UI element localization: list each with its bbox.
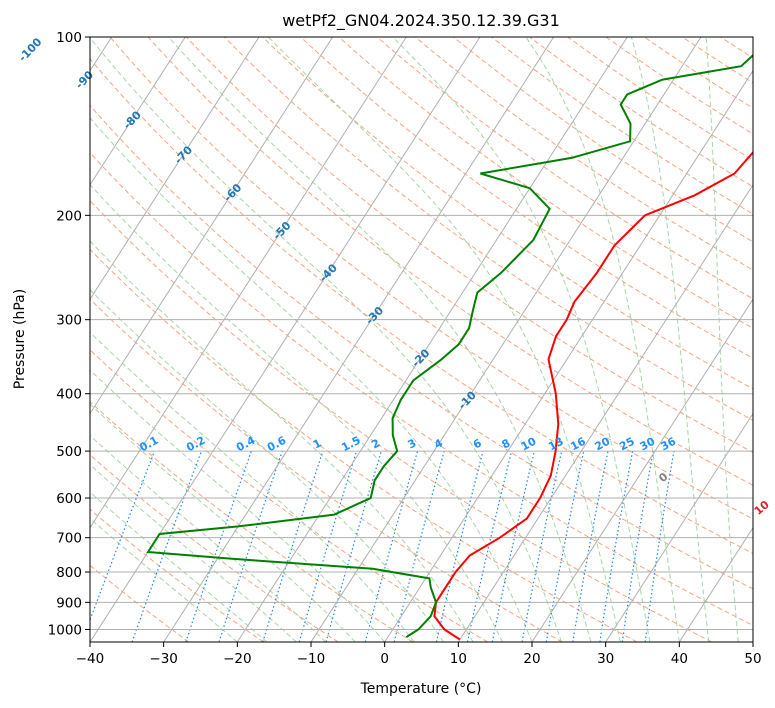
mixing-ratio-label: 10	[519, 435, 539, 454]
isotherm-line	[310, 37, 702, 642]
x-tick-label: 40	[671, 651, 688, 667]
dewpoint-profile-line	[146, 53, 753, 638]
grid-lines	[90, 37, 753, 642]
mixing-ratio-line	[435, 450, 484, 642]
mixing-ratio-line	[90, 450, 156, 622]
x-axis-label: Temperature (°C)	[360, 681, 482, 697]
moist-adiabat-line	[90, 369, 386, 642]
dry-adiabat-line	[376, 37, 753, 300]
x-tick-label: 10	[450, 651, 467, 667]
dry-adiabat-line	[90, 298, 563, 642]
isotherm-line	[531, 298, 753, 642]
chart-title: wetPf2_GN04.2024.350.12.39.G31	[282, 11, 560, 31]
dry-adiabat-line	[300, 37, 753, 359]
mixing-ratio-label: 13	[546, 435, 566, 454]
isotherm-label: -100	[16, 35, 45, 64]
mixing-ratio-line	[218, 450, 283, 642]
y-tick-label: 600	[56, 491, 82, 507]
mixing-ratio-line	[262, 450, 324, 642]
y-tick-label: 1000	[48, 622, 82, 638]
x-tick-label: 20	[523, 651, 540, 667]
mixing-ratio-label: 25	[617, 435, 637, 454]
y-tick-label: 900	[56, 595, 82, 611]
y-tick-label: 500	[56, 444, 82, 460]
mixing-ratio-line	[298, 450, 358, 642]
temperature-profile-line	[433, 150, 753, 641]
moist-adiabat-line	[168, 37, 592, 642]
x-tick-label: 0	[380, 651, 389, 667]
moist-adiabat-line	[268, 37, 621, 642]
y-tick-label: 700	[56, 531, 82, 547]
axis-ticks: −40 −30 −20 −10 0 10 20 30 40 50 100 200 300 400 500 60…	[48, 30, 762, 667]
dry-adiabat-line	[90, 152, 753, 627]
y-tick-label: 300	[56, 313, 82, 329]
plot-frame	[89, 36, 754, 643]
moist-adiabat-line	[90, 289, 445, 642]
dry-adiabat-line	[185, 37, 753, 454]
y-tick-label: 400	[56, 387, 82, 403]
x-tick-label: −30	[149, 651, 178, 667]
moist-adiabat-line	[90, 403, 356, 642]
mixing-ratio-label: 30	[638, 435, 658, 454]
moist-adiabat-line	[630, 37, 710, 642]
isotherm-line	[384, 69, 753, 642]
moist-adiabat-line	[90, 240, 474, 642]
isotherm-line	[678, 526, 753, 642]
isotherm-line	[605, 412, 753, 642]
moist-adiabat-line	[90, 517, 238, 642]
isotherm-line	[90, 37, 260, 301]
mixing-ratio-line	[325, 450, 382, 642]
x-tick-label: −20	[223, 651, 252, 667]
moist-adiabat-line	[705, 37, 739, 642]
dry-adiabat-line	[90, 199, 712, 642]
isotherm-line	[236, 37, 628, 642]
dry-adiabat-line	[90, 104, 753, 590]
isotherm-line	[90, 37, 334, 415]
mixing-ratio-line	[621, 450, 654, 642]
y-tick-label: 200	[56, 208, 82, 224]
x-tick-label: 30	[597, 651, 614, 667]
moist-adiabat-line	[90, 37, 562, 642]
y-axis-label: Pressure (hPa)	[12, 289, 28, 389]
background-lines	[90, 37, 775, 642]
dry-adiabat-line	[90, 349, 488, 642]
mixing-ratio-line	[491, 450, 535, 642]
moist-adiabat-line	[392, 37, 651, 642]
moist-adiabat-line	[90, 434, 327, 642]
isotherm-line	[90, 37, 407, 529]
plot-background	[90, 37, 753, 642]
dry-adiabat-line	[90, 508, 264, 642]
moist-adiabat-line	[90, 491, 268, 642]
isotherm-line	[752, 641, 753, 642]
dry-adiabat-line	[338, 37, 753, 329]
moist-adiabat-line	[525, 37, 680, 642]
mixing-ratio-line	[185, 450, 252, 642]
x-tick-label: −10	[297, 651, 326, 667]
dry-adiabat-line	[224, 37, 753, 421]
mixing-ratio-line	[644, 450, 675, 642]
mixing-ratio-line	[364, 450, 419, 642]
x-tick-label: −40	[76, 651, 105, 667]
profile-lines	[146, 53, 753, 641]
moist-adiabat-line	[90, 183, 503, 642]
dry-adiabat-line	[759, 37, 775, 642]
moist-adiabat-label: 10	[752, 498, 772, 518]
dry-adiabat-line	[147, 37, 753, 486]
mixing-ratio-label: 20	[593, 435, 613, 454]
isotherm-line	[457, 183, 753, 642]
x-tick-label: 50	[744, 651, 761, 667]
isotherm-line	[163, 37, 555, 642]
mixing-ratio-line	[466, 450, 513, 642]
y-tick-label: 800	[56, 565, 82, 581]
y-tick-label: 100	[56, 30, 82, 46]
isotherm-line	[90, 37, 186, 186]
mixing-ratio-label: 16	[568, 435, 588, 454]
dry-adiabat-line	[90, 454, 339, 642]
mixing-ratio-label: 36	[659, 435, 679, 454]
